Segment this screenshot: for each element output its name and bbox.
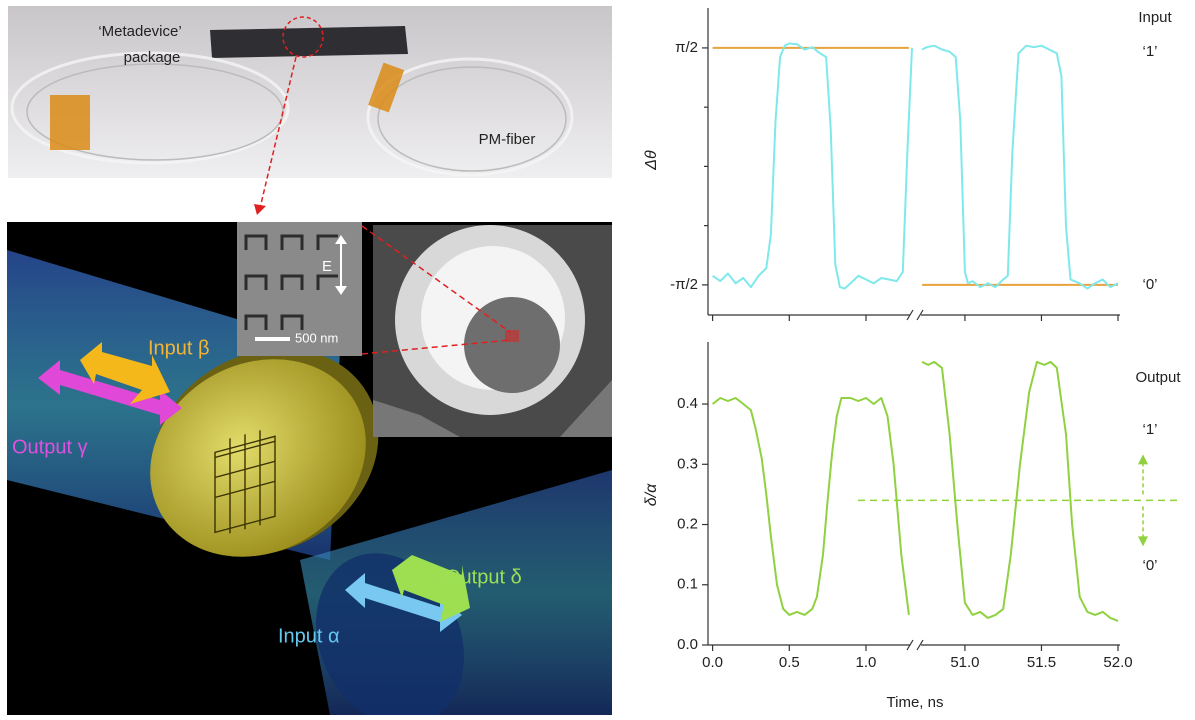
package-photo: ‘Metadevice’ package PM-fiber — [8, 6, 612, 215]
annotation: Output — [1135, 369, 1181, 386]
y-axis-label: δ/α — [643, 483, 660, 506]
annotation: ‘1’ — [1142, 43, 1157, 60]
x-tick-label: 0.0 — [702, 654, 723, 671]
beam-label: Input β — [148, 337, 210, 359]
annotation: Input — [1138, 9, 1172, 26]
fiber-label: PM-fiber — [479, 131, 536, 148]
y-tick-label: 0.3 — [677, 455, 698, 472]
y-axis-label: Δθ — [643, 150, 660, 171]
figure: ‘Metadevice’ package PM-fiber Input β Ou… — [0, 0, 1195, 715]
y-tick-label: 0.0 — [677, 636, 698, 653]
y-tick-label: 0.2 — [677, 515, 698, 532]
y-tick-label: -π/2 — [670, 276, 698, 293]
x-tick-label: 1.0 — [856, 654, 877, 671]
beam-label: Output γ — [12, 436, 88, 458]
scale-bar-label: 500 nm — [295, 330, 338, 345]
annotation: ‘0’ — [1142, 276, 1157, 293]
x-tick-label: 51.5 — [1027, 654, 1056, 671]
x-tick-label: 51.0 — [950, 654, 979, 671]
beam-label: Output δ — [445, 566, 522, 588]
beam-label: Input α — [278, 625, 340, 647]
axis-break — [907, 640, 923, 650]
axis-break — [907, 310, 923, 320]
field-label: E — [322, 258, 332, 275]
y-tick-label: π/2 — [675, 39, 698, 56]
metadevice-render: Input β Output γ Output δ Input α E 500 … — [7, 222, 612, 715]
annotation: ‘0’ — [1142, 557, 1157, 574]
threshold-arrow — [1138, 536, 1148, 546]
package-label: ‘Metadevice’ — [98, 23, 181, 40]
x-tick-label: 0.5 — [779, 654, 800, 671]
data-line — [713, 44, 1118, 289]
threshold-arrow — [1138, 454, 1148, 464]
y-tick-label: 0.4 — [677, 395, 698, 412]
annotation: ‘1’ — [1142, 421, 1157, 438]
x-tick-label: 52.0 — [1103, 654, 1132, 671]
package-label: package — [124, 49, 181, 66]
x-axis-label: Time, ns — [887, 694, 944, 711]
y-tick-label: 0.1 — [677, 576, 698, 593]
data-line — [713, 362, 1118, 621]
